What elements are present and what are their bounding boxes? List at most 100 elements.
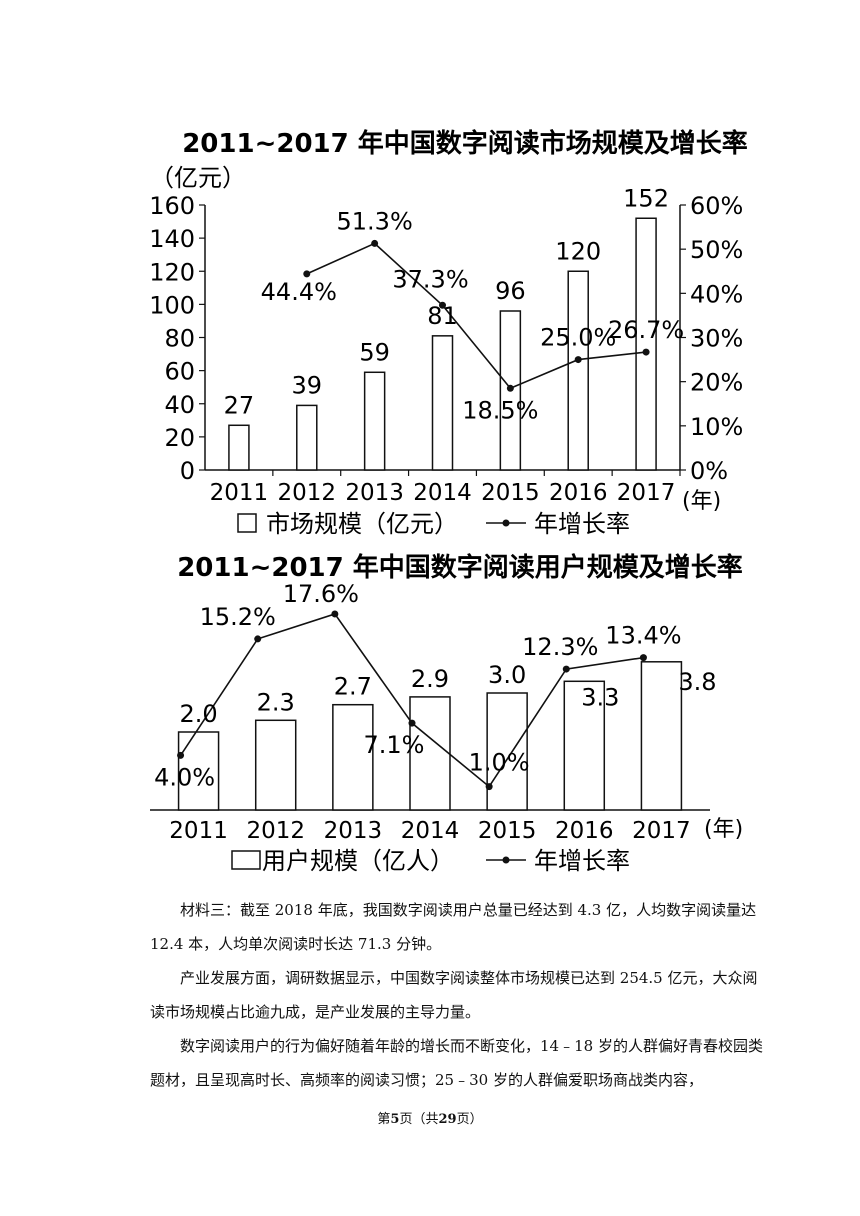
chart2-growth-label: 13.4% [605, 622, 681, 650]
chart1-y2-tick-label: 40% [690, 280, 743, 308]
chart1-growth-label: 37.3% [392, 265, 468, 293]
chart2-x-tick-label: 2014 [401, 818, 460, 844]
chart2-bar-2017 [640, 661, 683, 811]
chart1-x-unit: (年) [682, 489, 721, 514]
chart2-legend-line-label: 年增长率 [534, 847, 630, 875]
paragraph-2: 产业发展方面，调研数据显示，中国数字阅读整体市场规模已达到 254.5 亿元，大… [150, 969, 758, 1021]
chart1-y2-tick-label: 0% [690, 457, 728, 485]
chart2-x-unit: (年) [704, 817, 743, 842]
chart1-y-tick-label: 20 [164, 424, 195, 452]
chart2-x-tick-label: 2012 [246, 818, 305, 844]
chart1-bar-2017 [635, 217, 657, 471]
chart1-x-tick-label: 2015 [481, 480, 540, 506]
chart1-growth-line [306, 242, 647, 390]
chart2-bar-label: 3.0 [488, 661, 526, 689]
chart2-x-tick-label: 2015 [478, 818, 537, 844]
chart1-bar-2014 [431, 335, 454, 471]
chart2-growth-point-2013 [331, 610, 339, 618]
chart2-bar-label: 3.8 [678, 668, 716, 696]
chart2-bar-label: 2.7 [334, 673, 372, 701]
chart2-bar-2015 [486, 692, 528, 811]
chart1-x-tick-label: 2017 [617, 480, 676, 506]
chart2-bar-2011 [177, 731, 220, 811]
chart2-growth-point-2017 [639, 654, 647, 662]
chart1-growth-point-2012 [303, 270, 311, 278]
user-size-chart: 2011~2017 年中国数字阅读用户规模及增长率 2011 2012 2013 20… [150, 552, 743, 875]
chart1-bar-label: 59 [359, 338, 390, 366]
chart2-legend-bar-label: 用户规模（亿人） [262, 847, 454, 875]
footer-total-pages: 29 [438, 1112, 457, 1127]
page-footer: 第5页（共29页） [0, 1108, 860, 1127]
chart1-legend-line-marker [502, 519, 510, 527]
chart2-bar-label: 2.9 [411, 665, 449, 693]
chart2-bar-2016 [563, 680, 606, 811]
chart1-x-tick-label: 2011 [210, 480, 269, 506]
footer-page-number: 5 [390, 1112, 400, 1127]
chart2-bar-2012 [254, 719, 297, 811]
chart1-bar-label: 96 [495, 277, 526, 305]
chart2-bar-label: 2.0 [179, 700, 217, 728]
chart1-y2-tick-label: 60% [690, 192, 743, 220]
chart1-growth-point-2013 [371, 239, 379, 247]
chart1-growth-point-2017 [642, 348, 650, 356]
footer-middle: 页（共 [399, 1112, 439, 1127]
chart1-y-tick-label: 60 [164, 358, 195, 386]
chart1-y-tick-label: 140 [149, 225, 195, 253]
chart2-legend-line-marker [502, 856, 510, 864]
chart1-growth-label: 44.4% [261, 278, 337, 306]
chart1-bar-2016 [567, 270, 589, 471]
chart2-growth-label: 4.0% [154, 763, 215, 791]
body-text: 材料三：截至 2018 年底，我国数字阅读用户总量已经达到 4.3 亿，人均数字… [150, 893, 770, 1097]
chart1-bar-label: 81 [427, 302, 458, 330]
chart1-growth-label: 26.7% [608, 316, 684, 344]
chart1-bar-label: 120 [555, 237, 601, 265]
chart1-legend-bar-label: 市场规模（亿元） [266, 510, 458, 538]
chart2-x-tick-label: 2011 [169, 818, 228, 844]
chart2-x-tick-label: 2013 [324, 818, 383, 844]
chart1-bar-label: 39 [292, 371, 323, 399]
chart1-growth-label: 51.3% [337, 207, 413, 235]
chart2-growth-point-2011 [177, 751, 185, 759]
chart2-growth-label: 7.1% [364, 731, 425, 759]
chart1-growth-point-2015 [506, 384, 514, 392]
chart2-growth-label: 1.0% [469, 749, 530, 777]
chart2-growth-label: 17.6% [283, 580, 359, 608]
chart1-x-tick-label: 2012 [278, 480, 337, 506]
chart2-growth-point-2016 [562, 665, 570, 673]
chart1-y2-tick-label: 10% [690, 413, 743, 441]
chart1-growth-point-2014 [439, 301, 446, 309]
chart1-legend-bar-swatch [237, 513, 257, 533]
chart1-bar-2011 [228, 424, 250, 471]
chart1-y2-tick-label: 30% [690, 325, 743, 353]
chart2-growth-point-2012 [254, 635, 262, 643]
chart1-y2-tick-label: 50% [690, 236, 743, 264]
paragraph-3: 数字阅读用户的行为偏好随着年龄的增长而不断变化，14﹣18 岁的人群偏好青春校园… [150, 1037, 763, 1089]
chart2-growth-point-2015 [485, 783, 493, 791]
chart1-y-axis-unit: （亿元） [150, 164, 246, 192]
chart2-x-tick-label: 2016 [555, 818, 614, 844]
chart1-x-tick-label: 2013 [345, 480, 404, 506]
chart1-y-tick-label: 160 [149, 192, 195, 220]
chart2-legend-bar-swatch [231, 850, 261, 870]
chart2-growth-label: 12.3% [522, 633, 598, 661]
chart2-bar-label: 3.3 [581, 683, 619, 711]
chart1-y-tick-label: 40 [164, 391, 195, 419]
chart1-growth-point-2016 [574, 356, 582, 364]
chart1-y-tick-label: 100 [149, 291, 195, 319]
chart1-y2-tick-label: 20% [690, 369, 743, 397]
chart1-title: 2011~2017 年中国数字阅读市场规模及增长率 [182, 128, 748, 159]
chart1-bar-2012 [296, 404, 318, 471]
chart1-x-tick-label: 2016 [549, 480, 608, 506]
chart1-y-tick-label: 0 [180, 457, 195, 485]
footer-prefix: 第 [377, 1112, 391, 1127]
chart1-x-tick-label: 2014 [413, 480, 472, 506]
chart2-title: 2011~2017 年中国数字阅读用户规模及增长率 [177, 552, 743, 583]
market-size-chart: 2011~2017 年中国数字阅读市场规模及增长率 （亿元） 0 20 40 60 80… [149, 128, 748, 538]
chart2-bar-2013 [332, 703, 374, 811]
chart1-y-tick-label: 80 [164, 325, 195, 353]
paragraph-1: 材料三：截至 2018 年底，我国数字阅读用户总量已经达到 4.3 亿，人均数字… [150, 901, 757, 953]
chart1-growth-label: 25.0% [540, 324, 616, 352]
chart1-legend-line-label: 年增长率 [534, 510, 630, 538]
chart1-bar-label: 152 [623, 184, 669, 212]
chart2-x-tick-label: 2017 [632, 818, 691, 844]
